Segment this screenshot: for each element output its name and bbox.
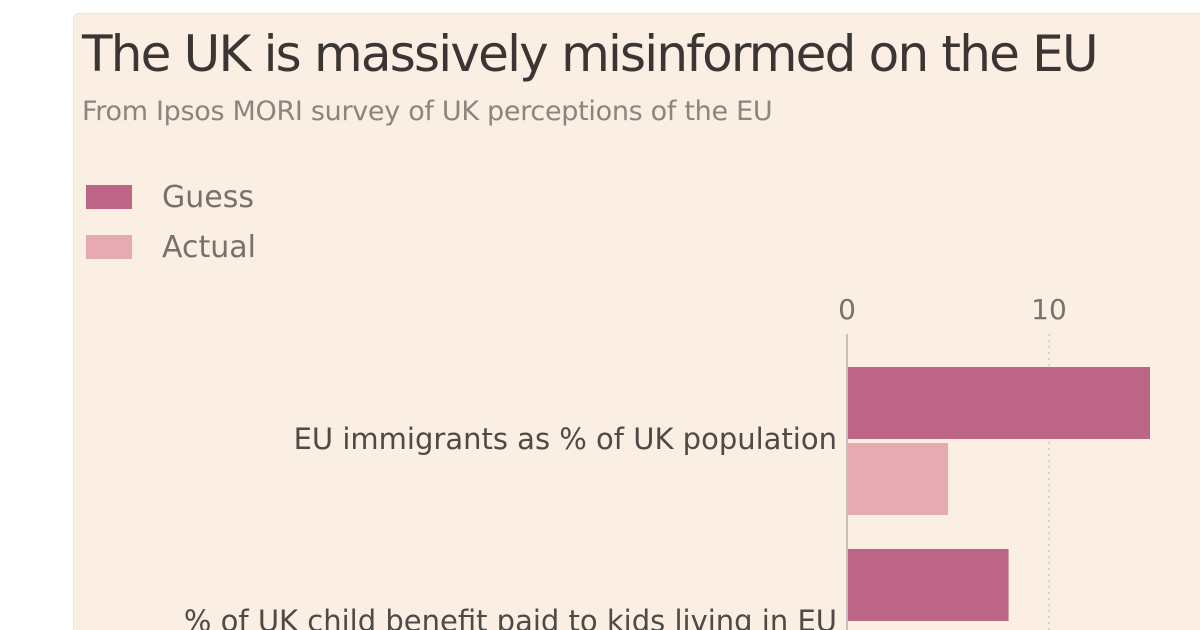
bar-guess-1 xyxy=(847,549,1009,621)
legend-item-actual: Actual xyxy=(86,229,256,265)
legend-item-guess: Guess xyxy=(86,179,254,215)
legend-swatch-actual xyxy=(86,235,132,259)
bar-actual-0 xyxy=(847,443,948,515)
x-tick-label-10: 10 xyxy=(1031,293,1067,326)
category-label-1: % of UK child benefit paid to kids livin… xyxy=(184,604,837,630)
bar-guess-0 xyxy=(847,367,1150,439)
chart-card: The UK is massively misinformed on the E… xyxy=(73,13,1200,630)
chart-plot: 0 10 EU immigrants as % of UK population % … xyxy=(184,293,1150,630)
legend-label-actual: Actual xyxy=(162,229,256,265)
category-label-0: EU immigrants as % of UK population xyxy=(294,422,837,456)
chart-subtitle: From Ipsos MORI survey of UK perceptions… xyxy=(82,96,773,127)
legend-swatch-guess xyxy=(86,185,132,209)
legend-label-guess: Guess xyxy=(162,179,254,215)
chart-title: The UK is massively misinformed on the E… xyxy=(82,25,1099,83)
x-tick-label-0: 0 xyxy=(838,293,856,326)
